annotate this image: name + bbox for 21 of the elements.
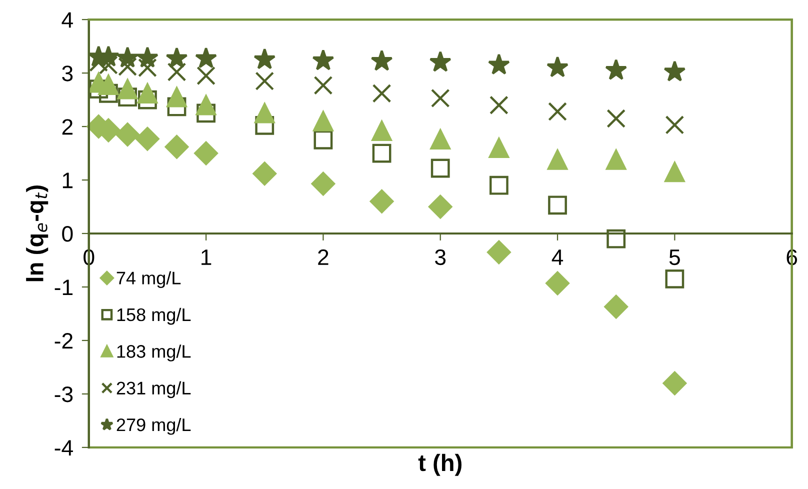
x-tick-label: 2 [318,249,328,265]
y-tick-label: -1 [54,280,73,296]
y-tick-label: -4 [54,440,73,456]
y-tick-label: 4 [62,12,73,28]
legend-label: 74 mg/L [116,271,181,288]
y-tick-label: 3 [62,66,73,82]
legend-label: 279 mg/L [116,418,191,435]
y-tick-label: -2 [54,333,72,349]
legend-label: 231 mg/L [116,381,191,398]
x-tick-label: 4 [552,250,564,265]
y-axis-title: ln (q$_{e}$-q$_{t}$) [26,186,48,282]
y-tick-label: 2 [62,119,72,135]
x-axis-title: t (h) [418,454,462,476]
y-tick-label: 0 [62,226,73,242]
legend-label: 158 mg/L [117,308,191,325]
x-tick-label: 1 [202,250,212,265]
y-tick-label: 1 [62,172,73,188]
x-tick-label: 5 [669,250,680,266]
y-tick-label: -3 [54,386,73,402]
legend-label: 183 mg/L [117,344,191,362]
x-tick-label: 3 [435,249,446,266]
